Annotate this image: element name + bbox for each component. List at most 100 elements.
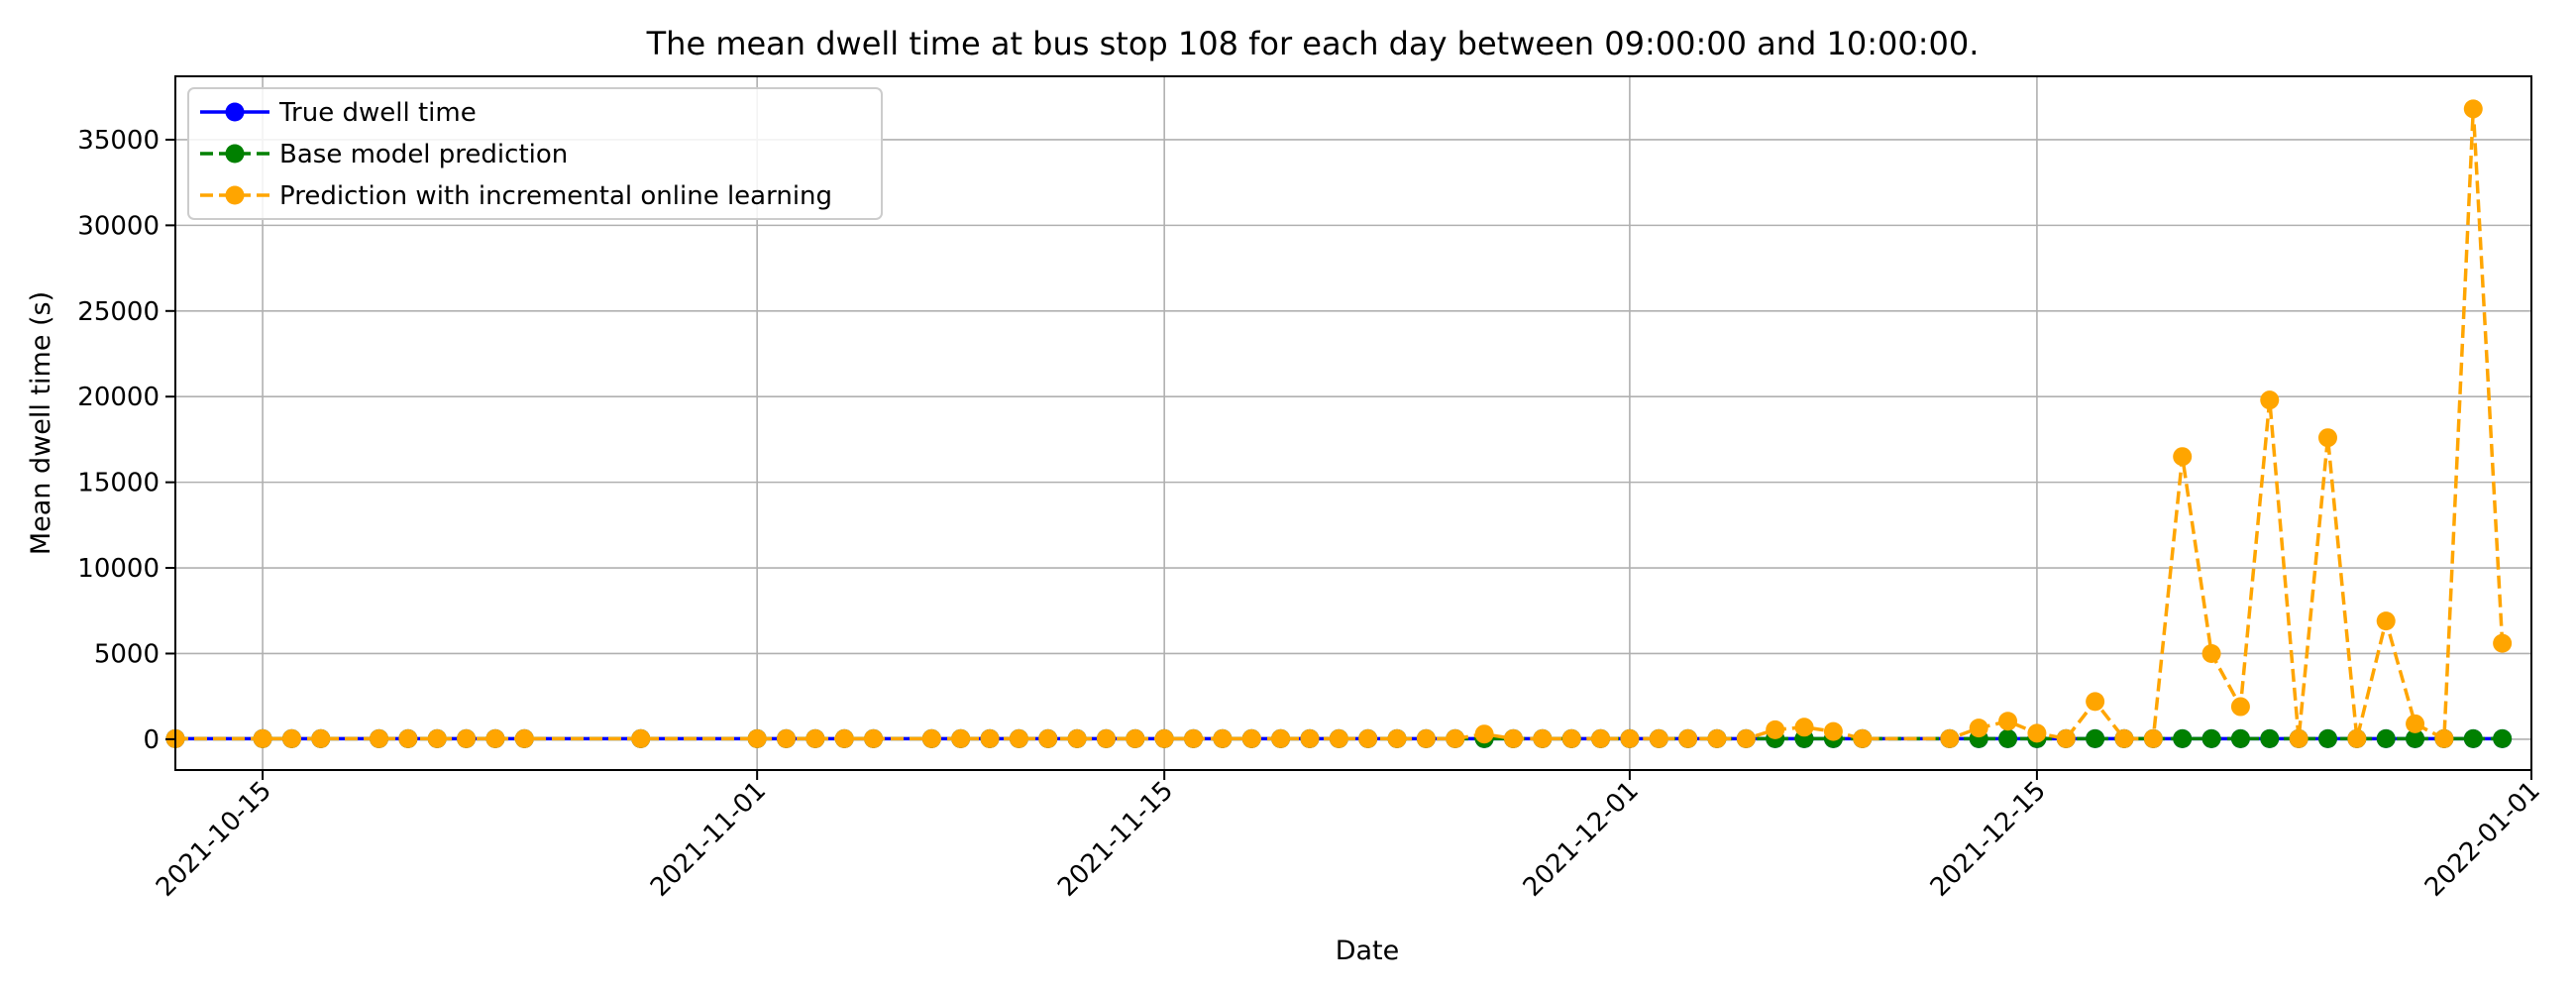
series-3-point [1358,728,1378,748]
legend-item: True dwell time [200,98,477,128]
series-3-point [1446,728,1465,748]
series-3-point [457,728,477,748]
x-tick-label: 2021-11-15 [1052,776,1179,903]
series-3-point [253,728,272,748]
series-3-point [2376,611,2396,631]
series-2-point [2493,728,2513,748]
series-3-point [2027,723,2047,743]
series-3-point [951,728,971,748]
y-axis-label: Mean dwell time (s) [26,291,56,555]
series-3-point [1823,721,1843,741]
series-3-point [1707,728,1727,748]
chart-title: The mean dwell time at bus stop 108 for … [646,25,1980,62]
series-3-point [1503,728,1523,748]
series-3-point [1067,728,1087,748]
x-tick-label: 2021-12-15 [1925,776,2052,903]
y-axis: 0 5000 10000 15000 20000 25000 30000 35000 [77,126,175,755]
series-3-point [1126,728,1145,748]
legend: True dwell time Base model prediction Pred… [187,87,883,220]
series-3-point [1620,728,1640,748]
series-3-point [1853,728,1873,748]
legend-marker-swatch [225,144,245,164]
series-3-point [1096,728,1116,748]
series-3-point [311,728,331,748]
series-3-point [921,728,941,748]
series-3-point [1213,728,1233,748]
series-3-point [2493,633,2513,653]
series-3-point [834,728,854,748]
legend-label: Prediction with incremental online learn… [279,181,832,211]
y-tick-label: 0 [143,725,160,755]
series-3-point [1794,718,1814,737]
series-3-point [1649,728,1668,748]
series-3-point [747,728,767,748]
series-3-point [2143,728,2163,748]
x-tick-label: 2022-01-01 [2419,776,2546,903]
series-2-point [2086,728,2105,748]
series-3-point [1736,728,1756,748]
series-3-point [2173,447,2193,467]
series-3-point [514,728,534,748]
series-3-point [1416,728,1436,748]
series-3-point [980,728,1000,748]
series-3-point [1561,728,1581,748]
y-tick-label: 10000 [77,554,160,584]
series-3-point [1998,712,2018,731]
legend-box [187,87,883,220]
x-tick-label: 2021-11-01 [645,776,772,903]
series-2-point [2406,728,2425,748]
series-2-point [2463,728,2483,748]
series-3-point [1533,728,1553,748]
y-tick-label: 15000 [77,469,160,498]
series-3-point [2289,728,2308,748]
x-axis: 2021-10-15 2021-11-01 2021-11-15 2021-12-01… [151,770,2546,903]
legend-item: Base model prediction [200,140,568,169]
series-3-point [2114,728,2134,748]
y-tick-label: 5000 [94,639,160,669]
y-tick-label: 35000 [77,126,160,156]
series-2-point [2230,728,2250,748]
series-3-point [1154,728,1174,748]
series-3-line [175,108,2505,742]
x-axis-label: Date [1336,936,1400,966]
series-layer [165,99,2513,748]
series-3-point [1678,728,1698,748]
legend-label: True dwell time [278,98,477,128]
plot-area-frame [174,75,2532,771]
series-3-point [1271,728,1291,748]
legend-label: Base model prediction [279,140,568,169]
y-tick-label: 25000 [77,297,160,327]
series-3-point [2201,643,2221,663]
series-3-point [398,728,418,748]
legend-marker-swatch [225,185,245,205]
series-3-point [1329,728,1348,748]
series-3-point [2230,697,2250,717]
series-2-point [2201,728,2221,748]
series-3-point [1300,728,1320,748]
series-3-point [631,728,651,748]
series-3-point [2317,428,2337,448]
series-2-point [2260,728,2280,748]
series-3-point [1474,724,1494,744]
series-3-point [1387,728,1407,748]
y-tick-label: 20000 [77,383,160,412]
series-3-point [2260,390,2280,410]
series-3-point [1940,728,1960,748]
series-3-point [485,728,505,748]
series-3-point [1009,728,1028,748]
x-tick-label: 2021-10-15 [151,776,277,903]
series-3-point [1591,728,1611,748]
series-2-point [2376,728,2396,748]
series-2-point [2317,728,2337,748]
series-3-point [2463,99,2483,119]
series-3 [165,99,2513,748]
series-3-point [427,728,447,748]
series-3-point [1969,719,1988,738]
y-tick-label: 30000 [77,211,160,241]
legend-marker-swatch [225,102,245,122]
series-3-point [805,728,825,748]
series-3-point [2056,728,2076,748]
legend-item: Prediction with incremental online learn… [200,181,832,211]
